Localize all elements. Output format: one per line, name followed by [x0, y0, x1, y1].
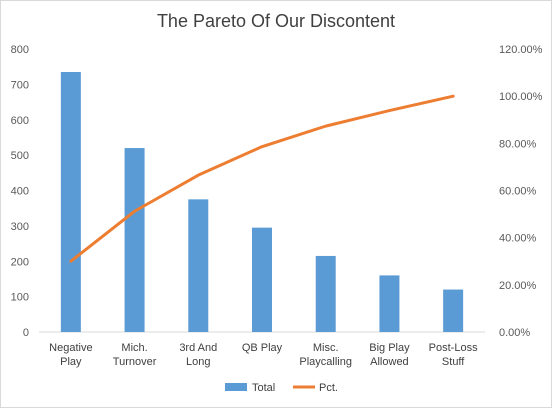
y-left-tick-label: 800 [11, 44, 29, 56]
x-category-label: 3rd And Long [179, 342, 217, 368]
chart-title: The Pareto Of Our Discontent [156, 11, 396, 31]
x-category-label: QB Play [242, 342, 283, 354]
y-left-tick-label: 400 [11, 186, 29, 198]
bar-total [188, 199, 209, 332]
y-left-tick-label: 100 [11, 292, 29, 304]
legend-swatch-total [225, 383, 247, 391]
y-right-tick-label: 120.00% [499, 44, 543, 56]
y-left-tick-label: 600 [11, 115, 29, 127]
legend-label-pct: Pct. [319, 382, 338, 394]
y-right-tick-label: 20.00% [499, 280, 537, 292]
x-category-label: Post-Loss Stuff [429, 342, 478, 368]
x-category-label: Mich. Turnover [113, 342, 157, 368]
y-left-tick-label: 300 [11, 221, 29, 233]
y-left-tick-label: 200 [11, 256, 29, 268]
x-category-label: Negative Play [49, 342, 92, 368]
bar-total [252, 227, 272, 332]
bar-total [124, 148, 145, 332]
y-right-tick-label: 0.00% [499, 327, 530, 339]
x-category-label: Big Play Allowed [369, 342, 410, 368]
y-left-tick-label: 0 [23, 327, 29, 339]
bar-total [379, 275, 400, 332]
y-left-tick-label: 500 [11, 150, 29, 162]
legend-label-total: Total [252, 382, 275, 394]
y-right-tick-label: 80.00% [499, 138, 537, 150]
bar-total [60, 71, 81, 333]
y-right-tick-label: 100.00% [499, 91, 543, 103]
bar-total [315, 255, 336, 332]
x-category-label: Misc. Playcalling [299, 342, 352, 368]
y-left-tick-label: 700 [11, 79, 29, 91]
y-right-tick-label: 60.00% [499, 186, 537, 198]
bar-total [443, 289, 464, 332]
y-right-tick-label: 40.00% [499, 233, 537, 245]
